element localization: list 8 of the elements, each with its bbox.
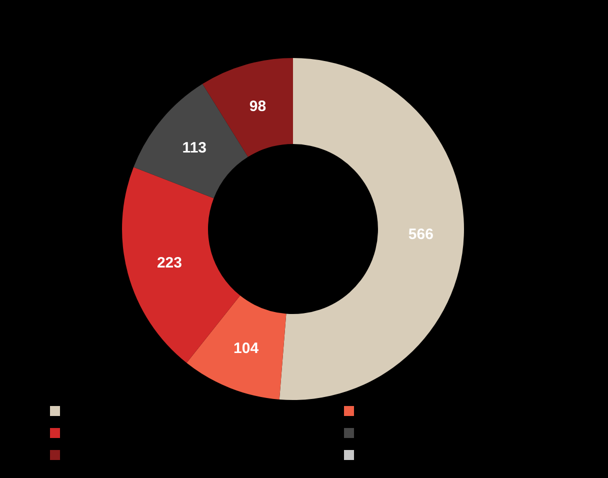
donut-slice <box>186 296 286 400</box>
donut-slice <box>279 58 464 400</box>
data-label: 113 <box>182 139 207 156</box>
donut-slice <box>134 84 248 198</box>
data-label: 566 <box>408 226 434 244</box>
data-label: 104 <box>234 340 260 358</box>
data-label: 98 <box>249 98 266 115</box>
data-label: 223 <box>156 254 182 272</box>
